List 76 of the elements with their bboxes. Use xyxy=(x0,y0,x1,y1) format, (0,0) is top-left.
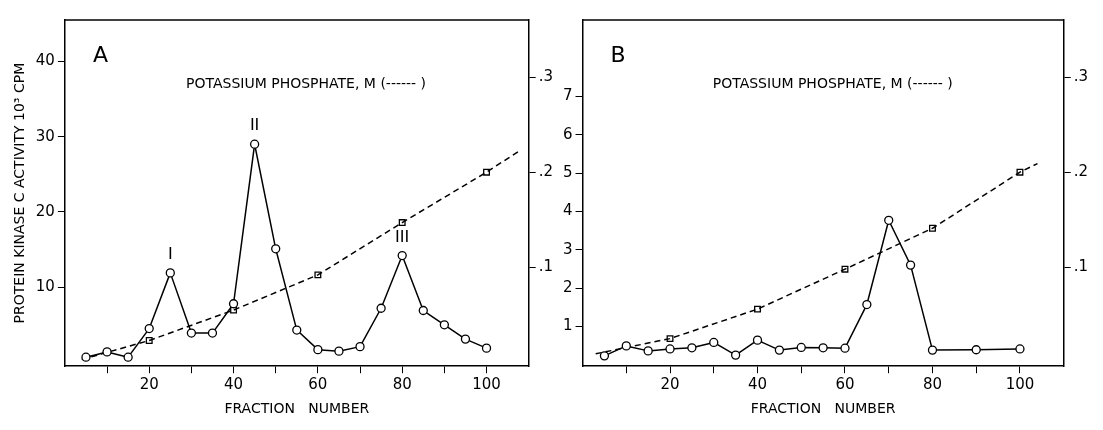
y2-tick-label: .1 xyxy=(1073,257,1088,276)
x-tick-label: 80 xyxy=(922,375,943,394)
x-axis-title: FRACTION NUMBER xyxy=(224,400,370,417)
point xyxy=(621,341,631,351)
point xyxy=(355,341,365,352)
point xyxy=(313,344,323,355)
point xyxy=(884,215,894,225)
x-tick-label: 60 xyxy=(835,375,855,394)
point xyxy=(460,334,471,344)
point xyxy=(144,323,154,334)
point xyxy=(818,343,828,353)
point xyxy=(840,343,850,353)
point xyxy=(228,299,239,309)
y-tick-label: 6 xyxy=(563,124,573,143)
point xyxy=(165,268,175,278)
annotation: III xyxy=(395,226,410,246)
point xyxy=(687,343,697,353)
point xyxy=(709,337,719,348)
point xyxy=(905,260,916,270)
y-axis-title: PROTEIN KINASE C ACTIVITY 10³ CPM xyxy=(11,62,28,324)
point xyxy=(334,346,344,356)
point xyxy=(271,244,281,254)
point xyxy=(123,352,133,362)
point xyxy=(102,347,112,357)
x-tick-label: 100 xyxy=(472,375,501,394)
y-tick-label: 30 xyxy=(35,126,55,145)
x-tick-label: 20 xyxy=(139,375,159,394)
y-tick-label: 2 xyxy=(563,277,573,296)
annotation: POTASSIUM PHOSPHATE, M (------ ) xyxy=(712,75,953,91)
point xyxy=(81,352,91,362)
y-tick-label: 10 xyxy=(35,277,55,296)
x-tick-label: 40 xyxy=(224,375,244,394)
point xyxy=(599,351,610,361)
point xyxy=(862,299,872,310)
y-tick-label: 7 xyxy=(563,86,573,105)
point xyxy=(418,305,428,316)
point xyxy=(439,320,450,330)
point xyxy=(1015,344,1025,354)
y-tick-label: 40 xyxy=(35,51,55,70)
point xyxy=(186,328,197,338)
point xyxy=(730,350,741,360)
x-tick-label: 60 xyxy=(308,375,328,394)
y2-tick-label: .1 xyxy=(538,257,553,276)
y-tick-label: 1 xyxy=(563,316,573,335)
x-tick-label: 40 xyxy=(747,375,768,394)
point xyxy=(665,344,675,354)
annotation: II xyxy=(249,115,260,135)
point xyxy=(292,325,302,335)
point xyxy=(207,328,218,338)
point xyxy=(796,342,806,353)
point xyxy=(376,303,386,313)
point xyxy=(927,345,938,355)
x-tick-label: 100 xyxy=(1005,375,1035,394)
point xyxy=(249,139,260,149)
y-tick-label: 5 xyxy=(563,163,573,182)
x-tick-label: 80 xyxy=(392,375,412,394)
x-tick-label: 20 xyxy=(660,375,680,394)
annotation: A xyxy=(92,42,108,67)
point xyxy=(483,168,490,176)
y-tick-label: 3 xyxy=(563,239,573,258)
y2-tick-label: .2 xyxy=(1073,162,1088,181)
point xyxy=(481,343,492,353)
point xyxy=(774,345,785,355)
annotation: POTASSIUM PHOSPHATE, M (------ ) xyxy=(186,75,427,91)
annotation: I xyxy=(167,243,173,263)
point xyxy=(643,346,653,356)
point xyxy=(752,335,763,345)
y2-tick-label: .3 xyxy=(538,66,553,85)
y2-tick-label: .2 xyxy=(538,162,553,181)
x-axis-title: FRACTION NUMBER xyxy=(750,400,896,417)
y-tick-label: 20 xyxy=(35,201,55,220)
y-tick-label: 4 xyxy=(563,201,573,220)
annotation: B xyxy=(610,42,626,67)
point xyxy=(397,250,407,261)
point xyxy=(971,345,981,355)
y2-tick-label: .3 xyxy=(1073,66,1088,85)
